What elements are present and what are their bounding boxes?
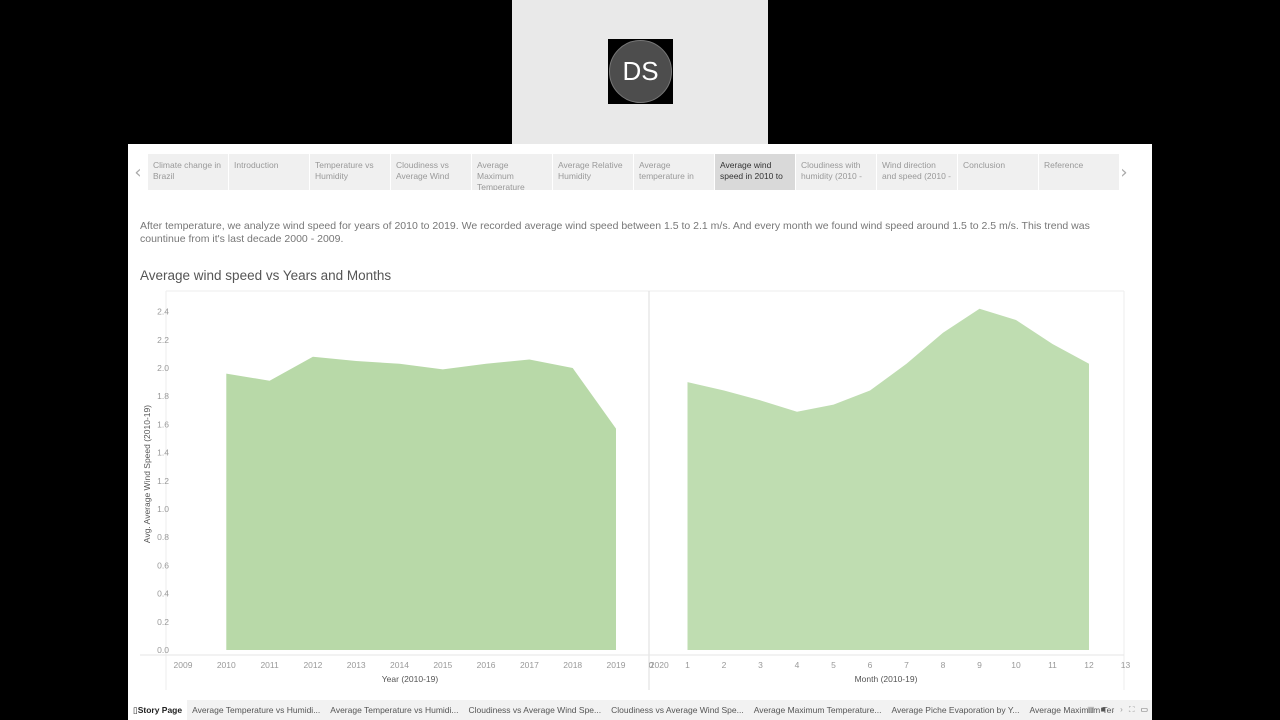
- sheet-tab-label: Cloudiness vs Average Wind Spe...: [468, 705, 602, 715]
- presenter-video: DS: [512, 0, 768, 144]
- chevron-right-icon[interactable]: ›: [1120, 162, 1128, 183]
- tab-story-page[interactable]: ▯ Story Page: [128, 700, 188, 720]
- story-point-tab[interactable]: Cloudiness with humidity (2010 -: [796, 154, 876, 190]
- area-series[interactable]: [687, 308, 1090, 650]
- y-tick: 2.4: [157, 307, 169, 317]
- x-tick: 2015: [433, 660, 452, 670]
- fullscreen-icon[interactable]: ⛶: [1128, 705, 1135, 714]
- sheet-tab[interactable]: Average Piche Evaporation by Y...: [886, 705, 1024, 715]
- filmstrip-icon[interactable]: ■: [1100, 705, 1106, 714]
- story-point-tab[interactable]: Average Maximum Temperature: [472, 154, 552, 190]
- x-tick: 4: [795, 660, 800, 670]
- story-point-tab[interactable]: Average wind speed in 2010 to: [715, 154, 795, 190]
- x-tick: 3: [758, 660, 763, 670]
- sheet-tab[interactable]: Cloudiness vs Average Wind Spe...: [464, 705, 607, 715]
- x-axis-label: Year (2010-19): [382, 674, 439, 684]
- sheet-tab[interactable]: Average Temperature vs Humidi...: [187, 705, 325, 715]
- avatar-frame: DS: [608, 39, 673, 104]
- avatar: DS: [609, 40, 672, 103]
- area-series[interactable]: [226, 356, 617, 650]
- y-axis-label: Avg. Average Wind Speed (2010-19): [142, 405, 152, 543]
- y-tick: 0.8: [157, 532, 169, 542]
- x-tick: 11: [1048, 660, 1057, 670]
- x-axis-label: Month (2010-19): [855, 674, 918, 684]
- y-tick: 1.4: [157, 448, 169, 458]
- story-point-tab[interactable]: Cloudiness vs Average Wind: [391, 154, 471, 190]
- x-tick: 2017: [520, 660, 539, 670]
- x-tick: 0: [649, 660, 654, 670]
- story-point-tab[interactable]: Climate change in Brazil: [148, 154, 228, 190]
- book-icon: ▯: [133, 704, 138, 715]
- story-point-tab[interactable]: Average temperature in: [634, 154, 714, 190]
- x-tick: 1: [685, 660, 690, 670]
- story-description: After temperature, we analyze wind speed…: [140, 220, 1090, 245]
- x-tick: 2011: [260, 660, 279, 670]
- story-point-tab[interactable]: Average Relative Humidity: [553, 154, 633, 190]
- sheet-tab-bar: ▯ Story Page Average Temperature vs Humid…: [128, 700, 1152, 720]
- y-tick: 1.8: [157, 391, 169, 401]
- chevron-left-icon[interactable]: ‹: [134, 162, 142, 183]
- view-controls: ▦ ■ ‹ › ⛶ ▭: [1087, 705, 1148, 715]
- x-tick: 2012: [303, 660, 322, 670]
- sheet-tab-label: Average Temperature vs Humidi...: [192, 705, 321, 715]
- sheet-tab[interactable]: Average Maximum Temperature...: [749, 705, 887, 715]
- x-tick: 2009: [174, 660, 193, 670]
- x-tick: 2020: [650, 660, 669, 670]
- y-tick: 2.0: [157, 363, 169, 373]
- y-tick: 0.6: [157, 560, 169, 570]
- x-tick: 6: [868, 660, 873, 670]
- x-tick: 10: [1011, 660, 1021, 670]
- y-tick: 0.2: [157, 617, 169, 627]
- wind-speed-charts: 0.0 0.2 0.4 0.6 0.8 1.0 1.2 1.4 1.6 1.8 2.0 2.2 2.4 A…: [140, 290, 1131, 690]
- grid-view-icon[interactable]: ▦: [1087, 705, 1095, 714]
- chart-title: Average wind speed vs Years and Months: [140, 268, 392, 283]
- story-point-tab[interactable]: Reference: [1039, 154, 1119, 190]
- story-point-tab[interactable]: Wind direction and speed (2010 -: [877, 154, 957, 190]
- sheet-tab-label: Average Piche Evaporation by Y...: [891, 705, 1020, 715]
- sheet-tab[interactable]: Average Temperature vs Humidi...: [325, 705, 463, 715]
- next-icon[interactable]: ›: [1120, 705, 1123, 714]
- y-tick: 0.4: [157, 589, 169, 599]
- y-tick: 1.0: [157, 504, 169, 514]
- x-tick: 5: [831, 660, 836, 670]
- prev-icon[interactable]: ‹: [1111, 705, 1115, 714]
- y-tick: 1.6: [157, 419, 169, 429]
- story-point-tab[interactable]: Introduction: [229, 154, 309, 190]
- x-tick: 2016: [477, 660, 496, 670]
- sheet-tab-label: Average Temperature vs Humidi...: [330, 705, 459, 715]
- story-point-tab[interactable]: Conclusion: [958, 154, 1038, 190]
- x-tick: 9: [977, 660, 982, 670]
- x-tick: 8: [941, 660, 946, 670]
- story-page: ‹ Climate change in Brazil Introduction Te…: [128, 144, 1152, 720]
- x-tick: 13: [1121, 660, 1131, 670]
- sheet-tab-label: Average Maximum Ter: [1029, 705, 1115, 715]
- x-tick: 2: [722, 660, 727, 670]
- y-tick: 0.0: [157, 645, 169, 655]
- story-navigator: ‹ Climate change in Brazil Introduction Te…: [128, 154, 1152, 190]
- story-point-tab[interactable]: Temperature vs Humidity: [310, 154, 390, 190]
- sheet-tab[interactable]: Average Maximum Ter: [1025, 705, 1120, 715]
- present-icon[interactable]: ▭: [1140, 705, 1148, 714]
- x-tick: 2018: [563, 660, 582, 670]
- sheet-tab-label: Average Maximum Temperature...: [753, 705, 882, 715]
- sheet-tab[interactable]: Cloudiness vs Average Wind Spe...: [606, 705, 749, 715]
- x-tick: 7: [904, 660, 909, 670]
- sheet-tab-label: Cloudiness vs Average Wind Spe...: [611, 705, 744, 715]
- x-tick: 12: [1084, 660, 1094, 670]
- sheet-tab-label: Story Page: [137, 705, 183, 715]
- x-tick: 2013: [347, 660, 366, 670]
- y-tick: 2.2: [157, 335, 169, 345]
- x-tick: 2014: [390, 660, 409, 670]
- x-tick: 2010: [217, 660, 236, 670]
- y-tick: 1.2: [157, 476, 169, 486]
- story-points: Climate change in Brazil Introduction Temp…: [148, 154, 1120, 190]
- x-tick: 2019: [607, 660, 626, 670]
